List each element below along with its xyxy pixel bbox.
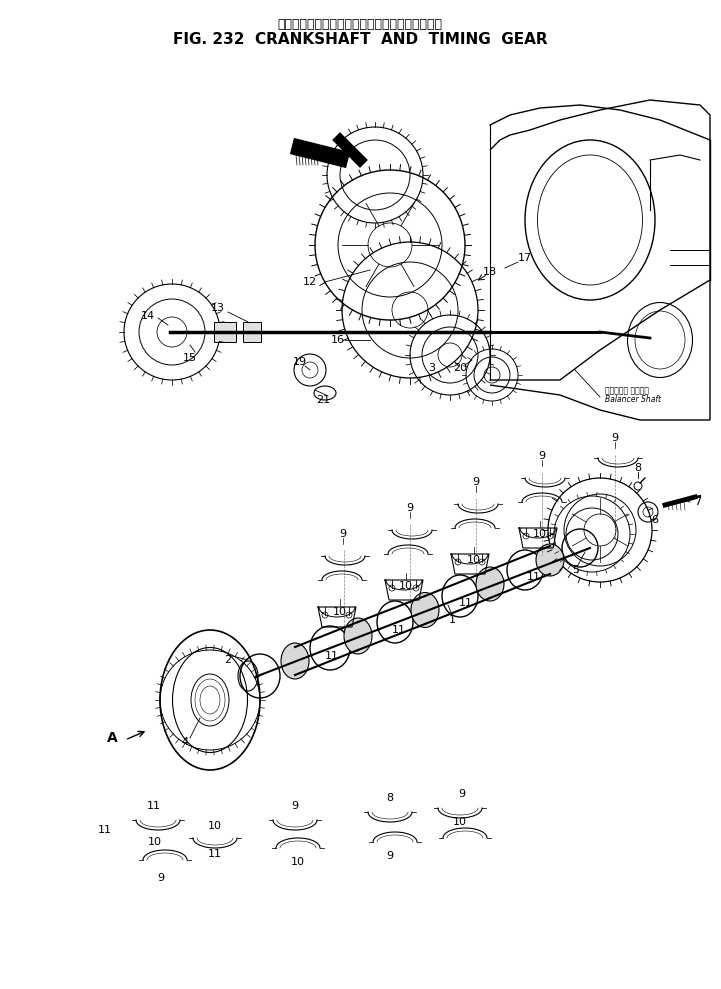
Text: 9: 9 xyxy=(459,789,466,799)
Ellipse shape xyxy=(476,567,504,601)
Text: 5: 5 xyxy=(572,565,580,575)
Text: 9: 9 xyxy=(539,451,546,461)
Text: 18: 18 xyxy=(483,267,497,277)
Text: 3: 3 xyxy=(428,363,435,373)
Text: 17: 17 xyxy=(518,253,532,263)
Text: 10: 10 xyxy=(467,555,481,565)
Text: バランサー シャフト: バランサー シャフト xyxy=(605,386,649,395)
Text: 10: 10 xyxy=(453,817,467,827)
Text: クランクシャフト　および　タイミング　ギヤー: クランクシャフト および タイミング ギヤー xyxy=(278,18,443,31)
Text: 8: 8 xyxy=(634,463,642,473)
Text: 9: 9 xyxy=(340,529,347,539)
Text: 11: 11 xyxy=(459,598,473,608)
Text: A: A xyxy=(107,731,118,745)
Text: 11: 11 xyxy=(98,825,112,835)
Text: 10: 10 xyxy=(533,529,547,539)
Text: 11: 11 xyxy=(392,625,406,635)
Text: 10: 10 xyxy=(148,837,162,847)
Text: 9: 9 xyxy=(407,503,414,513)
Text: 20: 20 xyxy=(453,363,467,373)
Text: 6: 6 xyxy=(652,515,658,525)
Text: 11: 11 xyxy=(208,849,222,859)
Text: 1: 1 xyxy=(448,615,456,625)
Text: 11: 11 xyxy=(147,801,161,811)
Text: 10: 10 xyxy=(291,857,305,867)
Text: 15: 15 xyxy=(183,353,197,363)
Text: 9: 9 xyxy=(611,433,619,443)
Text: 14: 14 xyxy=(141,311,155,321)
Ellipse shape xyxy=(411,592,439,627)
Text: 7: 7 xyxy=(694,497,702,507)
Text: 9: 9 xyxy=(291,801,298,811)
Bar xyxy=(243,322,261,342)
Text: 8: 8 xyxy=(386,793,394,803)
Text: FIG. 232  CRANKSHAFT  AND  TIMING  GEAR: FIG. 232 CRANKSHAFT AND TIMING GEAR xyxy=(173,32,547,47)
Text: 11: 11 xyxy=(527,572,541,582)
Text: 4: 4 xyxy=(182,737,189,747)
Text: 10: 10 xyxy=(399,581,413,591)
Text: 19: 19 xyxy=(293,357,307,367)
Text: 10: 10 xyxy=(208,821,222,831)
Ellipse shape xyxy=(344,618,372,654)
Text: 2: 2 xyxy=(224,655,231,665)
Ellipse shape xyxy=(536,544,564,576)
Text: 12: 12 xyxy=(303,277,317,287)
Text: Balancer Shaft: Balancer Shaft xyxy=(605,395,661,404)
Text: 21: 21 xyxy=(316,395,330,405)
Text: 16: 16 xyxy=(331,335,345,345)
Text: 9: 9 xyxy=(157,873,164,883)
Text: 9: 9 xyxy=(472,477,479,487)
Text: 13: 13 xyxy=(211,303,225,313)
Text: 9: 9 xyxy=(386,851,394,861)
Text: 11: 11 xyxy=(325,651,339,661)
Ellipse shape xyxy=(281,643,309,679)
Bar xyxy=(214,322,236,342)
Text: 10: 10 xyxy=(333,607,347,617)
